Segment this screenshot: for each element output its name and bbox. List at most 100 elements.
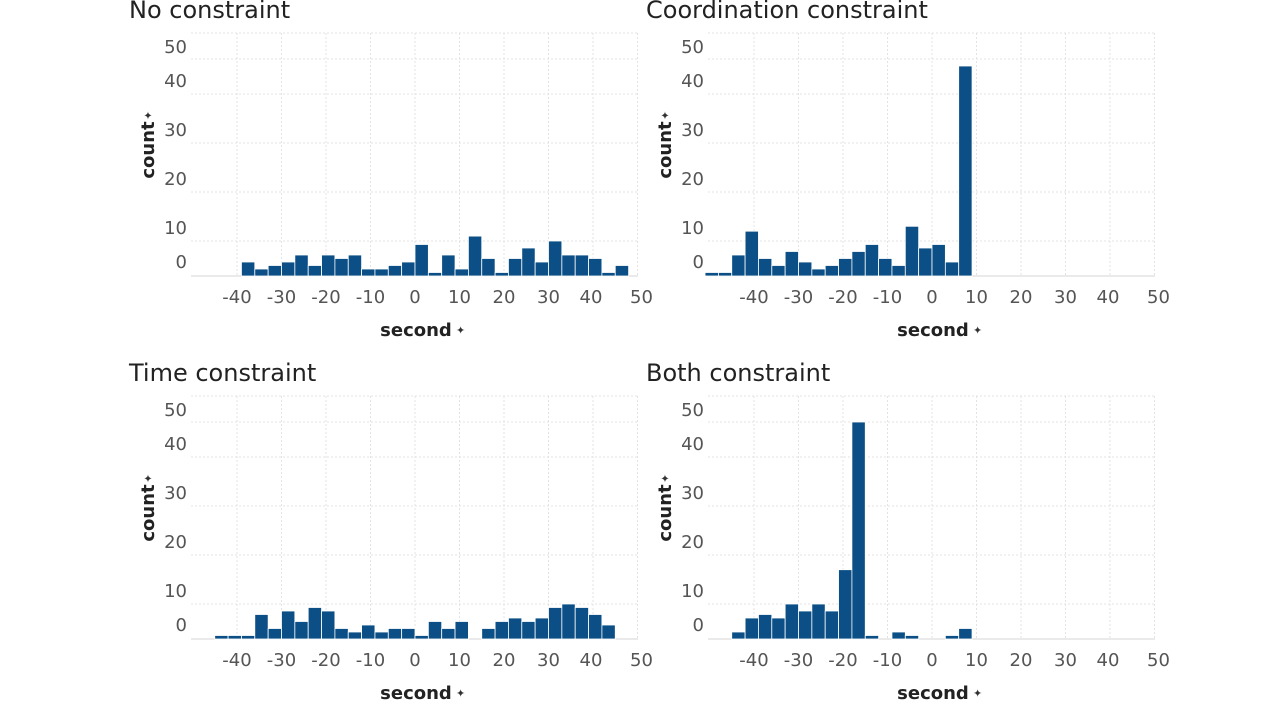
- x-tick-label: 30: [537, 650, 560, 671]
- y-tick-label: 10: [681, 581, 704, 602]
- y-axis-title-group: count✦: [138, 111, 159, 179]
- x-axis-title: second: [897, 320, 969, 341]
- histogram-bar[interactable]: [958, 65, 973, 277]
- x-tick-label: 40: [1097, 287, 1120, 308]
- histogram-bar[interactable]: [454, 621, 469, 640]
- y-tick-label: 0: [693, 615, 704, 636]
- x-tick-label: -10: [873, 287, 902, 308]
- histogram-bar[interactable]: [614, 265, 630, 277]
- y-tick-label: 20: [164, 532, 187, 553]
- y-tick-label: 0: [693, 252, 704, 273]
- x-tick-label: 50: [1147, 650, 1170, 671]
- x-tick-label: 0: [409, 650, 420, 671]
- histogram-bar[interactable]: [771, 617, 786, 640]
- y-tick-label: 0: [176, 615, 187, 636]
- x-tick-label: 20: [493, 287, 516, 308]
- panel-title: Coordination constraint: [646, 0, 928, 24]
- histogram-coordination-constraint: -40 -30 -20 -10 0 10 20 30 40 50 0 10 20 30 40 50 second…: [655, 32, 1170, 341]
- histogram-time-constraint: -40 -30 -20 -10 0 10 20 30 40 50 0 10 20 30 40 50 second…: [138, 395, 653, 702]
- histogram-bar[interactable]: [864, 635, 880, 640]
- histogram-bar[interactable]: [601, 624, 616, 640]
- histogram-bar[interactable]: [401, 628, 416, 640]
- x-tick-label: 10: [448, 287, 471, 308]
- x-tick-label: 20: [1010, 287, 1033, 308]
- y-tick-label: 40: [164, 71, 187, 92]
- x-tick-label: 50: [1147, 287, 1170, 308]
- histogram-bar[interactable]: [467, 235, 483, 277]
- x-tick-label: 10: [965, 650, 988, 671]
- histogram-bar[interactable]: [731, 631, 746, 640]
- x-tick-label: -30: [784, 650, 813, 671]
- x-tick-label: 20: [493, 650, 516, 671]
- x-tick-label: 40: [580, 650, 603, 671]
- x-tick-label: 30: [1054, 287, 1077, 308]
- x-tick-label: 10: [448, 650, 471, 671]
- pin-icon: ✦: [456, 687, 465, 700]
- histogram-bar[interactable]: [811, 603, 826, 640]
- panel-title: Both constraint: [646, 359, 831, 387]
- x-tick-label: -10: [356, 650, 385, 671]
- y-axis-title: count: [138, 121, 159, 179]
- histogram-bar[interactable]: [931, 244, 946, 277]
- y-tick-label: 10: [681, 218, 704, 239]
- histogram-bar[interactable]: [838, 569, 853, 640]
- x-tick-label: 40: [580, 287, 603, 308]
- histogram-bar[interactable]: [744, 617, 759, 640]
- y-axis-title-group: count✦: [655, 474, 676, 542]
- x-tick-label: 0: [409, 287, 420, 308]
- histogram-bar[interactable]: [784, 603, 799, 640]
- histogram-bar[interactable]: [891, 631, 906, 640]
- x-tick-label: -20: [828, 650, 857, 671]
- y-tick-label: 30: [681, 483, 704, 504]
- pin-icon: ✦: [973, 687, 982, 700]
- y-axis-title: count: [138, 484, 159, 542]
- x-axis-title: second: [380, 683, 452, 702]
- histogram-bar[interactable]: [414, 244, 429, 277]
- y-tick-label: 50: [681, 400, 704, 421]
- histogram-bar[interactable]: [958, 628, 973, 640]
- histogram-bar[interactable]: [588, 258, 603, 277]
- y-axis-title: count: [655, 484, 676, 542]
- histogram-bar[interactable]: [798, 610, 813, 640]
- y-tick-label: 20: [164, 169, 187, 190]
- pin-icon: ✦: [659, 111, 672, 120]
- y-tick-label: 50: [164, 37, 187, 58]
- x-tick-label: -40: [739, 650, 768, 671]
- histogram-bar[interactable]: [254, 614, 269, 640]
- pin-icon: ✦: [973, 324, 982, 337]
- x-axis-title: second: [897, 683, 969, 702]
- histogram-bar[interactable]: [944, 635, 960, 640]
- histogram-bar[interactable]: [904, 635, 920, 640]
- y-tick-label: 10: [164, 218, 187, 239]
- x-tick-label: -30: [267, 650, 296, 671]
- pin-icon: ✦: [142, 111, 155, 120]
- y-tick-label: 30: [681, 120, 704, 141]
- x-tick-label: -10: [873, 650, 902, 671]
- y-tick-label: 10: [164, 581, 187, 602]
- y-axis-title-group: count✦: [655, 111, 676, 179]
- y-tick-label: 30: [164, 120, 187, 141]
- histogram-bar[interactable]: [851, 421, 866, 640]
- y-tick-label: 20: [681, 169, 704, 190]
- x-tick-label: -40: [739, 287, 768, 308]
- pin-icon: ✦: [456, 324, 465, 337]
- panel-title: No constraint: [129, 0, 291, 24]
- histogram-bar[interactable]: [481, 258, 496, 277]
- y-tick-label: 40: [164, 434, 187, 455]
- x-tick-label: -20: [311, 650, 340, 671]
- panel-title: Time constraint: [129, 359, 317, 387]
- histogram-bar[interactable]: [824, 610, 839, 640]
- y-tick-label: 50: [681, 37, 704, 58]
- x-tick-label: -30: [267, 287, 296, 308]
- x-tick-label: -40: [222, 650, 251, 671]
- histogram-bar[interactable]: [321, 610, 336, 640]
- x-tick-label: 50: [630, 287, 653, 308]
- histogram-bar[interactable]: [758, 614, 773, 640]
- y-axis-title: count: [655, 121, 676, 179]
- histogram-bar[interactable]: [347, 254, 363, 277]
- y-axis-title-group: count✦: [138, 474, 159, 542]
- x-tick-label: 0: [926, 650, 937, 671]
- histogram-bar[interactable]: [744, 230, 759, 277]
- histogram-bar[interactable]: [441, 254, 456, 277]
